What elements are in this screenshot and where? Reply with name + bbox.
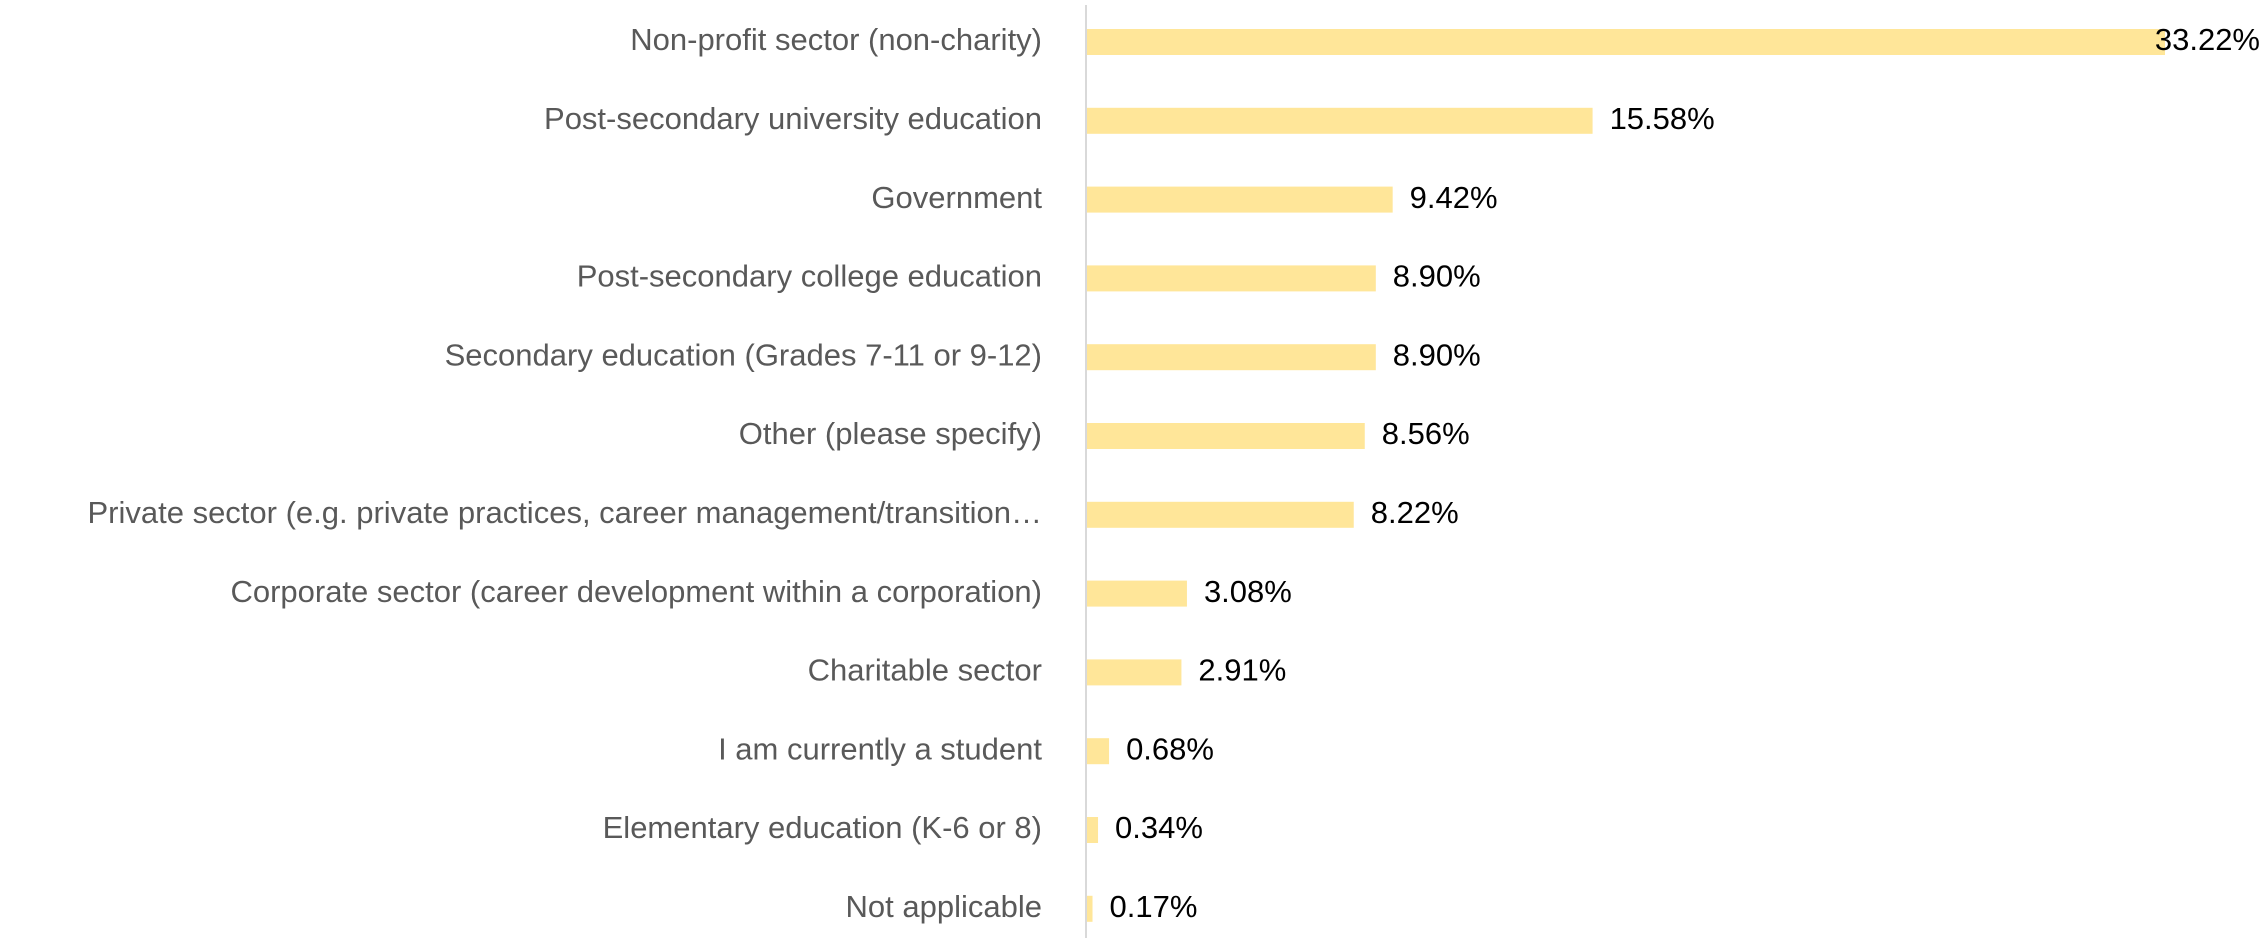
- value-label: 33.22%: [2155, 22, 2260, 57]
- bar: [1087, 186, 1393, 213]
- category-label: Post-secondary university education: [544, 101, 1042, 136]
- value-label: 9.42%: [1410, 180, 1498, 215]
- bar: [1087, 817, 1099, 843]
- bar: [1087, 344, 1376, 371]
- category-label: Non-profit sector (non-charity): [630, 22, 1042, 57]
- bar: [1087, 501, 1354, 528]
- bar: [1087, 738, 1110, 765]
- value-label: 2.91%: [1198, 653, 1286, 688]
- category-label: Not applicable: [846, 889, 1042, 924]
- category-label: Corporate sector (career development wit…: [230, 574, 1042, 609]
- bar: [1087, 265, 1376, 292]
- value-label: 8.56%: [1382, 416, 1470, 451]
- value-label: 8.90%: [1393, 337, 1481, 372]
- bar: [1087, 423, 1365, 449]
- value-label: 15.58%: [1610, 101, 1715, 136]
- bar: [1087, 895, 1093, 922]
- category-label: Secondary education (Grades 7-11 or 9-12…: [445, 337, 1042, 372]
- bar: [1087, 659, 1182, 686]
- category-label: Charitable sector: [808, 653, 1042, 688]
- value-label: 0.17%: [1110, 889, 1198, 924]
- value-label: 0.34%: [1115, 810, 1203, 845]
- category-label: Private sector (e.g. private practices, …: [87, 495, 1042, 530]
- value-label: 8.90%: [1393, 259, 1481, 294]
- bar: [1087, 29, 2165, 55]
- value-label: 8.22%: [1371, 495, 1459, 530]
- category-label: Other (please specify): [739, 416, 1042, 451]
- category-label: Government: [871, 180, 1042, 215]
- value-label: 0.68%: [1126, 731, 1214, 766]
- value-label: 3.08%: [1204, 574, 1292, 609]
- category-label: Post-secondary college education: [577, 259, 1042, 294]
- category-label: I am currently a student: [718, 731, 1042, 766]
- bar: [1087, 580, 1187, 607]
- category-label: Elementary education (K-6 or 8): [603, 810, 1042, 845]
- bar: [1087, 107, 1593, 134]
